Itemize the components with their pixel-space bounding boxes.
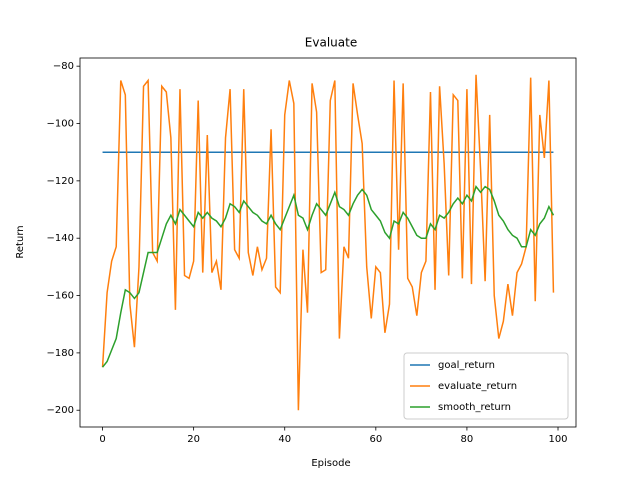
y-tick-label: −200	[47, 405, 74, 416]
x-tick-label: 80	[461, 434, 474, 445]
line	[101, 185, 555, 368]
line	[101, 74, 555, 411]
x-tick-label: 0	[99, 434, 105, 445]
y-tick-label: −140	[47, 233, 74, 244]
y-tick-label: −160	[47, 291, 74, 302]
x-tick-label: 20	[187, 434, 200, 445]
y-tick-label: −100	[47, 119, 74, 130]
y-tick-label: −80	[53, 61, 74, 72]
legend-box	[403, 352, 569, 420]
legend-label: evaluate_return	[438, 381, 517, 392]
x-tick-label: 40	[278, 434, 291, 445]
plot-frame	[79, 57, 577, 428]
x-tick-label: 100	[548, 434, 567, 445]
y-tick-label: −180	[47, 348, 74, 359]
x-tick-label: 60	[369, 434, 382, 445]
x-axis-label: Episode	[311, 458, 350, 469]
chart-title: Evaluate	[305, 36, 357, 50]
legend-label: smooth_return	[438, 402, 511, 413]
legend-label: goal_return	[438, 360, 495, 371]
y-axis-label: Return	[15, 225, 26, 258]
y-tick-label: −120	[47, 176, 74, 187]
